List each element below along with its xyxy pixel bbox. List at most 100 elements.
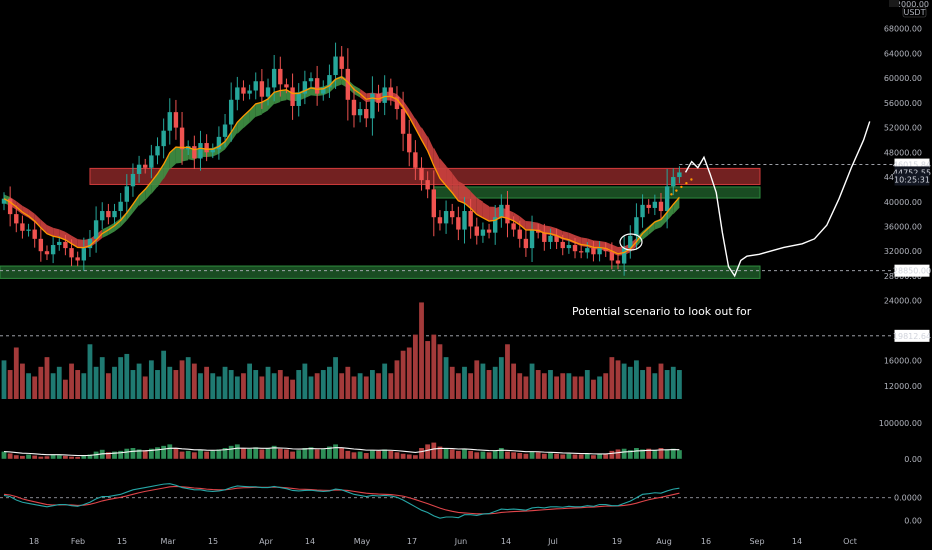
volume-bar bbox=[449, 366, 455, 399]
volume-bar bbox=[548, 370, 553, 399]
ribbon-segment bbox=[280, 89, 287, 102]
volume-bar bbox=[492, 366, 498, 399]
candle-body bbox=[308, 78, 314, 82]
candle-body bbox=[302, 81, 308, 94]
candle-body bbox=[339, 56, 344, 69]
oscillator-1-bar bbox=[198, 450, 203, 459]
oscillator-1-bar bbox=[13, 455, 19, 459]
oscillator-1-bar bbox=[210, 450, 216, 459]
oscillator-1-bar bbox=[572, 454, 578, 459]
oscillator-1-bar bbox=[142, 450, 148, 459]
volume-bar bbox=[198, 373, 203, 399]
candle-body bbox=[437, 217, 443, 224]
volume-bar bbox=[474, 360, 480, 399]
oscillator-1-bar bbox=[627, 450, 633, 459]
x-tick-label: Jul bbox=[547, 537, 558, 546]
candle-body bbox=[603, 248, 608, 252]
volume-bar bbox=[69, 363, 74, 399]
candle-body bbox=[216, 136, 222, 150]
currency-badge[interactable]: USDT bbox=[902, 6, 927, 18]
ribbon-segment bbox=[255, 101, 262, 117]
volume-bar bbox=[609, 357, 615, 399]
oscillator-1-bar bbox=[302, 448, 308, 459]
candle-body bbox=[388, 87, 394, 97]
ribbon-segment bbox=[667, 204, 674, 221]
x-tick-label: Feb bbox=[71, 537, 85, 546]
oscillator-1-bar bbox=[339, 448, 345, 459]
projection-dot bbox=[685, 182, 688, 185]
volume-bar bbox=[333, 357, 338, 399]
volume-bar bbox=[523, 376, 529, 399]
oscillator-1-bar bbox=[394, 452, 400, 459]
oscillator-1-bar bbox=[155, 447, 160, 459]
volume-bar bbox=[63, 379, 68, 399]
oscillator-1-bar bbox=[228, 445, 234, 459]
candle-body bbox=[517, 229, 522, 239]
oscillator-1-tick-label: 100000.00 bbox=[879, 419, 922, 428]
oscillator-1-bar bbox=[382, 449, 388, 459]
oscillator-1-bar bbox=[308, 447, 314, 459]
price-badge-0-label: 46015.84 bbox=[893, 161, 931, 170]
oscillator-1-bar bbox=[216, 449, 222, 459]
volume-bar bbox=[370, 370, 375, 399]
scenario-drawing[interactable] bbox=[684, 121, 871, 278]
volume-bar bbox=[271, 373, 277, 399]
volume-bar bbox=[136, 363, 142, 399]
oscillator-1-bar bbox=[259, 449, 265, 459]
candle-body bbox=[486, 229, 492, 233]
candle-body bbox=[621, 248, 627, 264]
ribbon-segment bbox=[34, 213, 41, 229]
ribbon-segment bbox=[132, 196, 140, 213]
volume-bar bbox=[425, 341, 431, 399]
oscillator-1-bar bbox=[541, 453, 547, 459]
ribbon-segment bbox=[446, 165, 453, 193]
oscillator-1-bar bbox=[333, 444, 338, 459]
volume-bar bbox=[191, 363, 197, 399]
oscillator-1-bar bbox=[241, 448, 246, 459]
volume-bar bbox=[400, 350, 406, 399]
volume-bar bbox=[81, 373, 87, 399]
oscillator-1-bar bbox=[296, 450, 302, 459]
top-price-label: 72000.00 bbox=[891, 0, 929, 9]
candle-body bbox=[664, 186, 670, 212]
candle-body bbox=[493, 217, 498, 233]
ribbon-segment bbox=[439, 158, 447, 186]
candle-body bbox=[585, 248, 590, 253]
volume-bar bbox=[99, 357, 105, 399]
volume-bar bbox=[529, 363, 535, 399]
volume-bar bbox=[222, 366, 228, 399]
x-tick-label: 15 bbox=[208, 537, 218, 546]
x-tick-label: 14 bbox=[305, 537, 315, 546]
candle-body bbox=[474, 226, 479, 236]
volume-bar bbox=[173, 370, 179, 399]
volume-bar bbox=[185, 357, 191, 399]
volume-bar bbox=[486, 370, 492, 399]
volume-bar bbox=[431, 334, 437, 399]
volume-bar bbox=[105, 373, 111, 399]
volume-bar bbox=[615, 360, 621, 399]
x-tick-label: 17 bbox=[407, 537, 417, 546]
candle-body bbox=[658, 201, 664, 212]
x-tick-label: Sep bbox=[749, 537, 764, 546]
price-dash-lines bbox=[0, 164, 893, 272]
volume-bar bbox=[597, 376, 602, 399]
candle-body bbox=[63, 241, 68, 249]
oscillator-1-bar bbox=[646, 448, 652, 459]
volume-bar bbox=[517, 373, 523, 399]
oscillator-1-bar bbox=[462, 448, 467, 459]
candle-body bbox=[112, 211, 117, 218]
oscillator-1-bar bbox=[443, 448, 449, 459]
oscillator-1-bar bbox=[505, 451, 510, 459]
projection-dot bbox=[675, 189, 678, 192]
candle-body bbox=[26, 229, 31, 231]
oscillator-1-bar bbox=[370, 450, 375, 459]
volume-bar bbox=[204, 366, 210, 399]
volume-bar bbox=[603, 373, 609, 399]
ribbon-segment bbox=[163, 153, 170, 180]
volume-bar bbox=[345, 366, 351, 399]
currency-badge-box bbox=[902, 6, 927, 18]
oscillator-1-bar bbox=[124, 448, 130, 459]
chart-settings-icon[interactable] bbox=[889, 0, 899, 7]
candle-body bbox=[155, 146, 160, 156]
